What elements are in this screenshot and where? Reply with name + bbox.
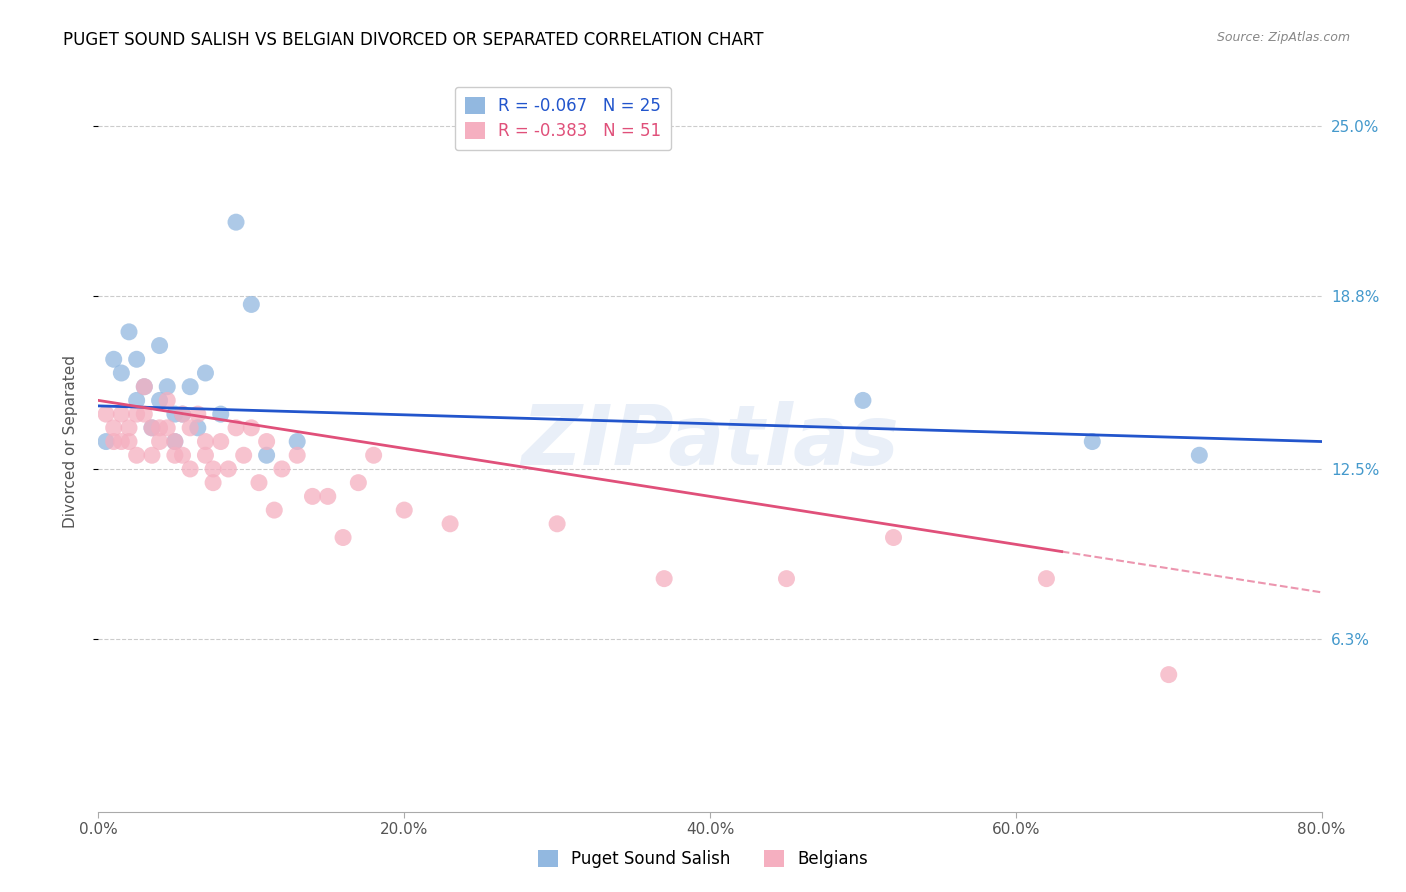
Point (141, 448, 163, 462)
Point (347, 475, 370, 490)
Point (852, 393, 875, 408)
Point (103, 352, 125, 367)
Text: PUGET SOUND SALISH VS BELGIAN DIVORCED OR SEPARATED CORRELATION CHART: PUGET SOUND SALISH VS BELGIAN DIVORCED O… (63, 31, 763, 49)
Point (316, 489, 339, 503)
Point (225, 215, 247, 229)
Point (125, 407, 148, 421)
Point (217, 462, 239, 476)
Point (172, 448, 194, 462)
Point (1157, 667, 1180, 681)
Point (202, 462, 225, 476)
Point (125, 393, 148, 408)
Point (103, 421, 125, 435)
Point (209, 434, 232, 449)
Point (149, 393, 172, 408)
Point (149, 434, 172, 449)
Point (301, 489, 323, 503)
Point (163, 407, 186, 421)
Point (285, 448, 308, 462)
Point (110, 434, 132, 449)
Point (149, 421, 172, 435)
Point (1188, 448, 1211, 462)
Point (141, 421, 163, 435)
Legend: R = -0.067   N = 25, R = -0.383   N = 51: R = -0.067 N = 25, R = -0.383 N = 51 (456, 87, 672, 150)
Point (194, 448, 217, 462)
Point (163, 434, 186, 449)
Point (775, 572, 797, 586)
Point (149, 338, 172, 352)
Point (156, 393, 179, 408)
Point (94, 434, 117, 449)
Point (240, 297, 263, 311)
Legend: Puget Sound Salish, Belgians: Puget Sound Salish, Belgians (531, 843, 875, 875)
Point (156, 421, 179, 435)
Y-axis label: Divorced or Separated: Divorced or Separated (63, 355, 77, 528)
Point (439, 516, 461, 531)
Point (141, 421, 163, 435)
Point (285, 434, 308, 449)
Point (125, 448, 148, 462)
Point (546, 516, 568, 531)
Point (392, 503, 416, 517)
Point (172, 407, 194, 421)
Point (134, 380, 156, 394)
Point (118, 325, 141, 339)
Point (110, 366, 132, 380)
Point (187, 407, 209, 421)
Point (263, 503, 285, 517)
Point (232, 448, 254, 462)
Point (172, 407, 194, 421)
Point (103, 434, 125, 449)
Point (94, 407, 117, 421)
Point (256, 434, 278, 449)
Point (110, 407, 132, 421)
Point (179, 462, 201, 476)
Point (652, 572, 675, 586)
Point (256, 448, 278, 462)
Text: Source: ZipAtlas.com: Source: ZipAtlas.com (1216, 31, 1350, 45)
Point (163, 434, 186, 449)
Text: ZIPatlas: ZIPatlas (522, 401, 898, 482)
Point (179, 380, 201, 394)
Point (163, 448, 186, 462)
Point (125, 352, 148, 367)
Point (240, 421, 263, 435)
Point (156, 380, 179, 394)
Point (118, 434, 141, 449)
Point (194, 434, 217, 449)
Point (363, 448, 385, 462)
Point (270, 462, 294, 476)
Point (1035, 572, 1057, 586)
Point (179, 421, 201, 435)
Point (134, 407, 156, 421)
Point (194, 366, 217, 380)
Point (247, 475, 270, 490)
Point (202, 475, 225, 490)
Point (209, 407, 232, 421)
Point (118, 421, 141, 435)
Point (134, 380, 156, 394)
Point (1081, 434, 1104, 449)
Point (883, 531, 905, 545)
Point (187, 421, 209, 435)
Point (225, 421, 247, 435)
Point (332, 531, 354, 545)
